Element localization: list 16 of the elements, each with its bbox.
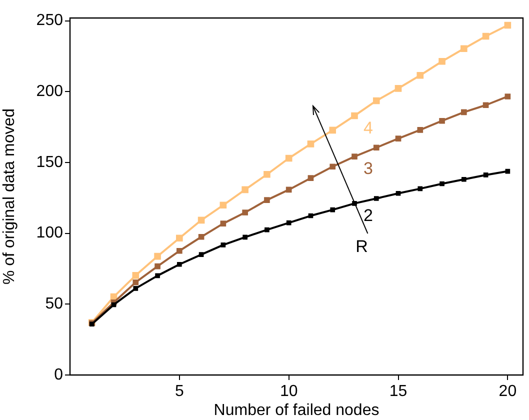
series-label: 4 [363, 118, 373, 138]
y-tick-label: 0 [54, 366, 64, 384]
y-axis-title: % of original data moved [1, 108, 18, 285]
y-tick-label: 50 [45, 296, 64, 313]
y-tick-label: 250 [36, 12, 64, 30]
x-tick-label: 20 [498, 383, 517, 400]
x-axis-title: Number of failed nodes [214, 402, 380, 419]
series-label: 2 [363, 206, 373, 226]
x-tick-label: 10 [280, 383, 298, 400]
y-tick-label: 150 [36, 154, 64, 171]
x-tick-label: 15 [389, 383, 408, 400]
y-tick-label: 200 [36, 83, 64, 100]
x-tick-label: 5 [174, 383, 184, 400]
annotation: R [356, 237, 368, 258]
series-label: 3 [363, 159, 373, 178]
y-tick-label: 100 [36, 224, 64, 242]
